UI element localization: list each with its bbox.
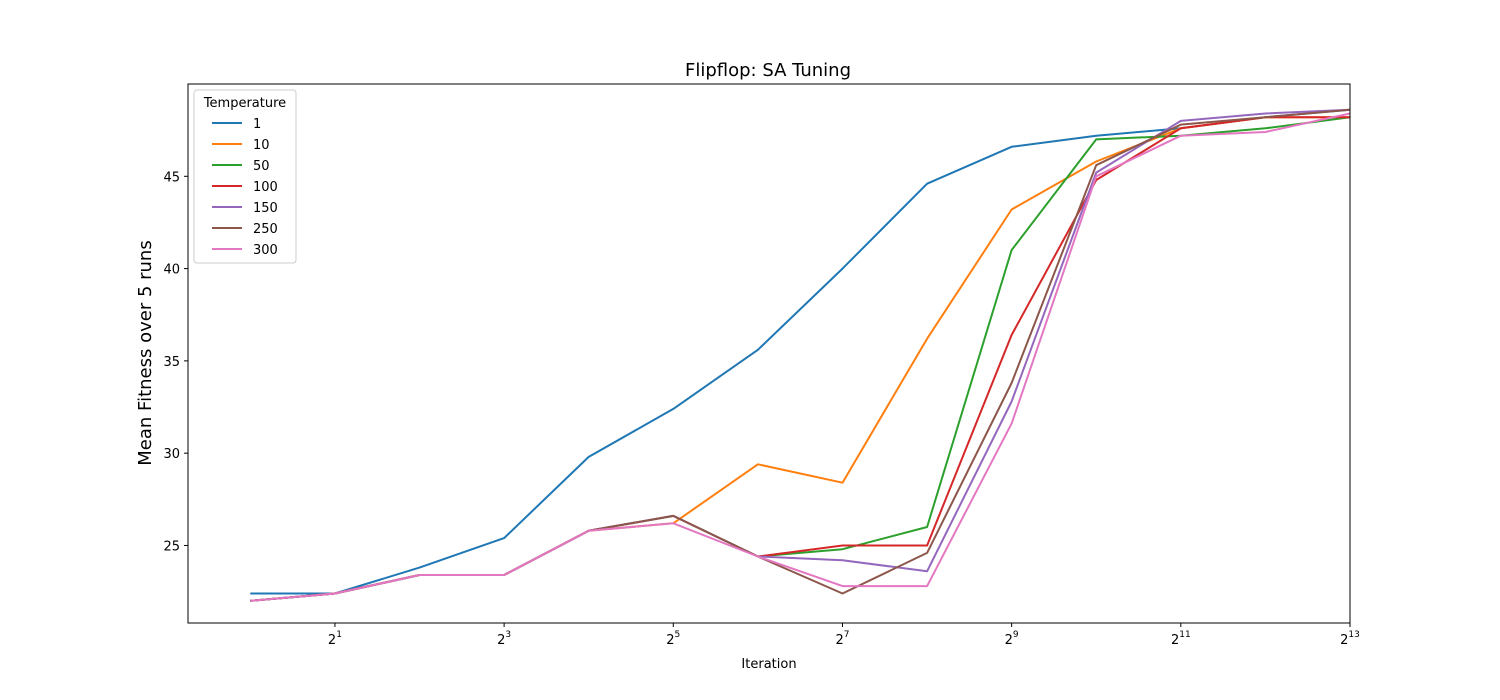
legend-items: 1 10 50 100 150 250 300	[212, 117, 278, 258]
legend-label: 150	[253, 201, 278, 216]
series-line-300	[250, 112, 1351, 602]
y-tick-label: 35	[163, 355, 180, 370]
x-tick-label: 27	[835, 630, 849, 648]
x-tick-label: 21	[328, 630, 342, 648]
x-axis-ticks: 21 23 25 27 29 211 213	[328, 623, 1360, 648]
legend-title: Temperature	[203, 96, 286, 111]
legend-label: 1	[253, 117, 261, 132]
legend: Temperature 1 10 50 100 150 250 300	[193, 89, 297, 264]
x-axis-label: Iteration	[741, 657, 796, 672]
legend-label: 300	[253, 243, 278, 258]
x-tick-label: 213	[1340, 630, 1360, 648]
x-tick-label: 23	[497, 630, 511, 648]
legend-label: 100	[253, 180, 278, 195]
y-axis-ticks: 25 30 35 40 45	[163, 170, 188, 554]
y-tick-label: 30	[163, 447, 180, 462]
legend-box	[193, 89, 297, 264]
legend-label: 10	[253, 138, 270, 153]
x-tick-label: 29	[1005, 630, 1019, 648]
x-tick-label: 211	[1171, 630, 1191, 648]
x-tick-label: 25	[666, 630, 680, 648]
y-tick-label: 40	[163, 263, 180, 278]
legend-label: 50	[253, 159, 270, 174]
plot-frame	[187, 83, 1351, 624]
y-tick-label: 25	[163, 539, 180, 554]
chart-title: Flipflop: SA Tuning	[685, 60, 851, 81]
legend-label: 250	[253, 222, 278, 237]
y-tick-label: 45	[163, 170, 180, 185]
y-axis-label: Mean Fitness over 5 runs	[135, 240, 156, 465]
series-layer	[250, 108, 1351, 602]
